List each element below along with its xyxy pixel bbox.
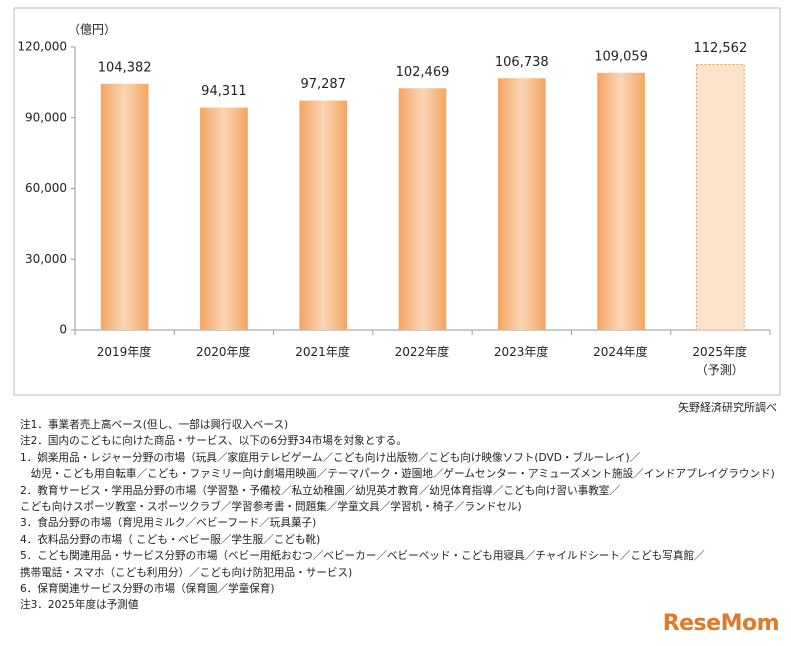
x-tick-label: 2019年度	[96, 345, 152, 359]
y-tick-label: 60,000	[25, 181, 67, 195]
y-tick-label: 120,000	[17, 40, 67, 54]
bar	[299, 100, 348, 331]
note-line: 注1．事業者売上高ベース(但し、一部は興行収入ベース)	[20, 419, 289, 431]
note-line: こども向けスポーツ教室・スポーツクラブ／学習参考書・問題集／学童文具／学習机・椅…	[20, 501, 522, 514]
source: 矢野経済研究所調べ	[678, 401, 777, 414]
y-tick-label: 30,000	[25, 252, 67, 266]
x-tick-label: 2025年度 （予測）	[692, 345, 747, 377]
x-tick-label: 2021年度	[295, 345, 350, 359]
x-tick-label: 2024年度	[593, 345, 648, 359]
note-line: 1．娯楽用品・レジャー分野の市場（玩具／家庭用テレビゲーム／こども向け出版物／こ…	[20, 451, 641, 464]
note-line: 注2．国内のこどもに向けた商品・サービス、以下の6分野34市場を対象とする。	[20, 435, 407, 448]
x-tick-label: 2020年度	[196, 345, 251, 359]
y-tick-label: 90,000	[25, 110, 67, 124]
value-label: 102,469	[396, 65, 450, 80]
value-label: 106,738	[495, 55, 549, 70]
value-label: 97,287	[300, 77, 346, 92]
note-line: 幼児・こども用自転車／こども・ファミリー向け劇場用映画／テーマパーク・遊園地／ゲ…	[20, 468, 775, 481]
bar	[497, 78, 546, 330]
note-line: 注3．2025年度は予測値	[20, 599, 139, 612]
x-tick-label: 2023年度	[493, 345, 549, 359]
bar	[398, 88, 447, 331]
logo: ReseMom	[662, 611, 780, 636]
note-line: 4．衣料品分野の市場（ こども・ベビー服／学生服／こども靴)	[20, 533, 321, 546]
note-line: 2．教育サービス・学用品分野の市場（学習塾・予備校／私立幼稚園／幼児英才教育／幼…	[20, 484, 620, 497]
bar	[597, 72, 645, 331]
note-line: 携帯電話・スマホ（こども利用分）／こども向け防犯用品・サービス)	[20, 566, 353, 579]
note-line: 5．こども関連用品・サービス分野の市場（ベビー用紙おむつ／ベビーカー／ベビーベッ…	[20, 550, 705, 563]
note-line: 3．食品分野の市場（育児用ミルク／ベビーフード／玩具菓子)	[20, 517, 317, 530]
bar	[696, 64, 745, 331]
bar	[100, 83, 149, 330]
note-line: 6．保育関連サービス分野の市場（保育園／学童保育)	[20, 583, 275, 596]
y-tick-label: 0	[59, 323, 67, 337]
y-axis-unit: （億円）	[68, 23, 116, 37]
chart-frame	[13, 7, 781, 396]
value-label: 112,562	[693, 41, 747, 56]
value-label: 109,059	[594, 49, 648, 64]
x-tick-label: 2022年度	[394, 345, 450, 359]
value-label: 104,382	[98, 60, 152, 75]
notes: 注1．事業者売上高ベース(但し、一部は興行収入ベース) 注2．国内のこどもに向けた…	[20, 417, 775, 614]
value-label: 94,311	[201, 84, 247, 99]
bar	[200, 107, 248, 330]
